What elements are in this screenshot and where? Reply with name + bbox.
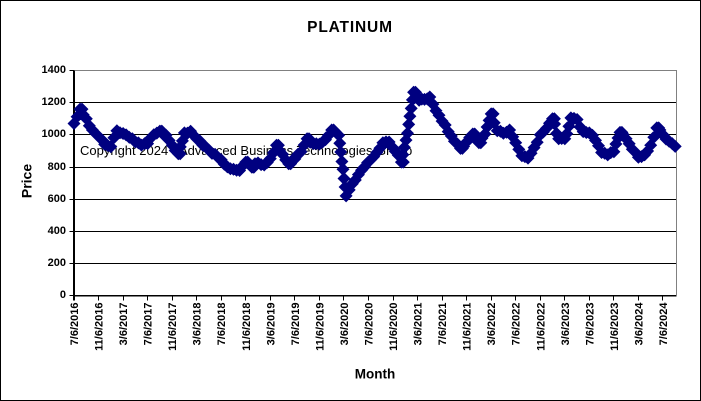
svg-text:3/6/2021: 3/6/2021 (413, 303, 425, 346)
svg-text:600: 600 (48, 193, 66, 205)
svg-text:11/6/2017: 11/6/2017 (167, 303, 179, 351)
svg-text:11/6/2021: 11/6/2021 (462, 303, 474, 351)
svg-text:1400: 1400 (42, 64, 66, 76)
svg-text:7/6/2022: 7/6/2022 (511, 303, 523, 346)
svg-text:11/6/2020: 11/6/2020 (388, 303, 400, 351)
svg-text:7/6/2023: 7/6/2023 (584, 303, 596, 346)
svg-text:7/6/2018: 7/6/2018 (216, 303, 228, 346)
svg-text:11/6/2019: 11/6/2019 (314, 303, 326, 351)
svg-text:7/6/2024: 7/6/2024 (658, 302, 670, 346)
svg-text:3/6/2020: 3/6/2020 (339, 303, 351, 346)
svg-text:7/6/2016: 7/6/2016 (69, 303, 81, 346)
svg-text:7/6/2021: 7/6/2021 (437, 303, 449, 346)
svg-text:1000: 1000 (42, 128, 66, 140)
svg-text:Month: Month (355, 367, 395, 382)
svg-text:11/6/2023: 11/6/2023 (609, 303, 621, 351)
svg-text:800: 800 (48, 161, 66, 173)
svg-text:1200: 1200 (42, 96, 66, 108)
svg-text:11/6/2022: 11/6/2022 (535, 303, 547, 351)
svg-text:3/6/2023: 3/6/2023 (560, 303, 572, 346)
svg-text:7/6/2017: 7/6/2017 (143, 303, 155, 346)
svg-text:7/6/2020: 7/6/2020 (363, 303, 375, 346)
svg-text:3/6/2018: 3/6/2018 (192, 303, 204, 346)
svg-text:0: 0 (60, 289, 66, 301)
svg-text:3/6/2017: 3/6/2017 (118, 303, 130, 346)
svg-text:400: 400 (48, 225, 66, 237)
svg-text:3/6/2024: 3/6/2024 (633, 302, 645, 346)
svg-text:3/6/2022: 3/6/2022 (486, 303, 498, 346)
svg-text:11/6/2016: 11/6/2016 (94, 303, 106, 351)
svg-text:7/6/2019: 7/6/2019 (290, 303, 302, 346)
svg-text:Price: Price (19, 164, 35, 198)
svg-text:Copyright 2024 - Advanced Busi: Copyright 2024 - Advanced Business Techn… (80, 143, 412, 158)
svg-text:3/6/2019: 3/6/2019 (265, 303, 277, 346)
svg-text:11/6/2018: 11/6/2018 (241, 303, 253, 351)
svg-text:200: 200 (48, 257, 66, 269)
svg-text:PLATINUM: PLATINUM (307, 19, 393, 36)
